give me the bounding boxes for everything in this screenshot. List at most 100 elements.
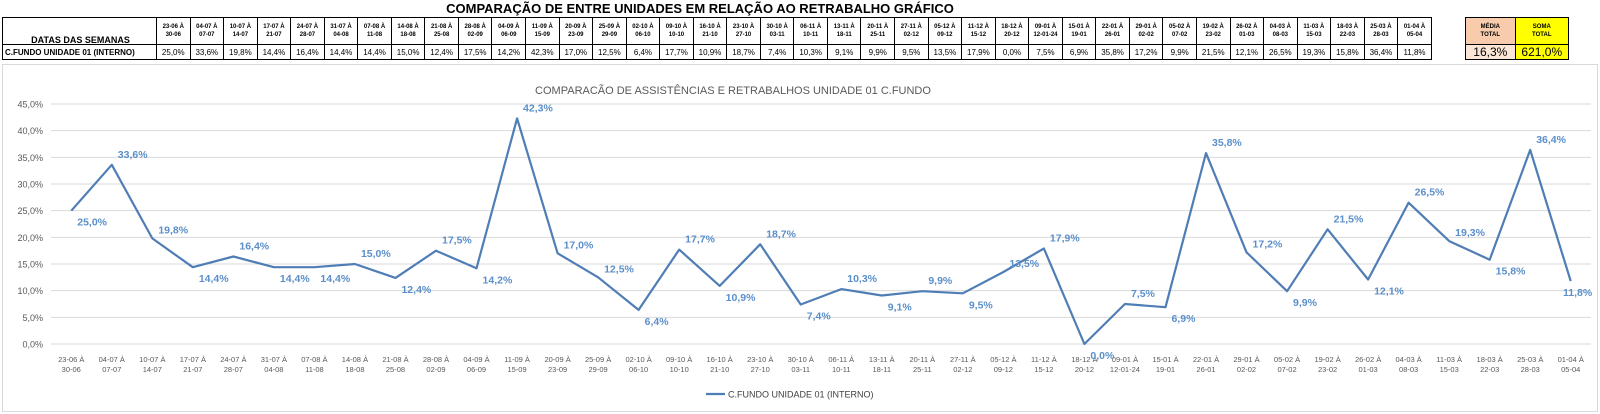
week-end: 23-02 (1205, 32, 1221, 38)
y-tick-label: 10,0% (17, 286, 43, 296)
week-header-cell: 04-09 À 06-09 (491, 17, 527, 45)
week-end: 29-09 (601, 32, 618, 38)
x-tick-label-end: 28-07 (224, 365, 243, 374)
week-start: 22-01 À (1101, 24, 1124, 30)
week-start: 11-03 À (1303, 24, 1325, 30)
week-value-cell: 7,5% (1028, 44, 1063, 60)
week-value-cell: 15,8% (1330, 44, 1365, 60)
week-header-cell: 09-01 À 12-01-24 (1028, 17, 1063, 45)
week-header-cell: 25-03 À 28-03 (1363, 17, 1399, 45)
week-value-cell: 26,5% (1263, 44, 1298, 60)
x-tick-label: 04-07 À (99, 355, 125, 364)
x-tick-label-end: 25-08 (386, 365, 405, 374)
x-tick-label: 31-07 À (261, 355, 287, 364)
week-header-cell: 11-12 À 15-12 (961, 17, 996, 45)
x-tick-label: 11-03 À (1436, 355, 1462, 364)
soma-total-value: 621,0% (1514, 44, 1569, 60)
week-header-cell: 18-03 À 22-03 (1330, 17, 1365, 45)
week-header-cell: 01-04 À 05-04 (1397, 17, 1432, 45)
week-start: 19-02 À (1202, 24, 1224, 30)
week-value-cell: 9,1% (826, 44, 862, 60)
media-label-1: MÉDIA (1480, 24, 1500, 30)
data-label: 14,2% (483, 274, 513, 286)
week-header-cell: 04-07 À 07-07 (189, 17, 225, 45)
x-tick-label-end: 25-11 (913, 365, 932, 374)
x-tick-label-end: 23-02 (1318, 365, 1337, 374)
week-end: 28-03 (1373, 32, 1389, 38)
week-end: 02-09 (467, 32, 483, 38)
week-value-cell: 0,0% (994, 44, 1030, 60)
y-tick-label: 40,0% (17, 126, 43, 136)
x-tick-label-end: 02-09 (426, 365, 445, 374)
week-header-cell: 20-09 À 23-09 (558, 17, 594, 45)
week-header-cell: 31-07 À 04-08 (323, 17, 359, 45)
soma-label-1: SOMA (1532, 24, 1551, 30)
week-value-cell: 17,9% (961, 44, 996, 60)
week-header-cell: 29-01 À 02-02 (1128, 17, 1164, 45)
x-tick-label: 02-10 À (625, 355, 651, 364)
week-header-cell: 13-11 À 18-11 (826, 17, 862, 45)
week-value-cell: 12,1% (1229, 44, 1265, 60)
x-tick-label-end: 22-03 (1480, 365, 1499, 374)
weeks-header-label: DATAS DAS SEMANAS (2, 17, 157, 45)
week-start: 25-09 À (598, 24, 621, 30)
data-label: 10,3% (847, 273, 877, 285)
week-header-cell: 28-08 À 02-09 (457, 17, 493, 45)
y-tick-label: 5,0% (22, 313, 43, 323)
week-value-cell: 17,7% (659, 44, 694, 60)
x-tick-label: 21-08 À (382, 355, 408, 364)
x-tick-label: 26-02 À (1355, 355, 1381, 364)
week-value-cell: 42,3% (525, 44, 560, 60)
week-end: 07-02 (1172, 32, 1188, 38)
x-tick-label-end: 27-10 (751, 365, 770, 374)
week-start: 27-11 À (900, 24, 922, 30)
x-tick-label-end: 01-03 (1359, 365, 1378, 374)
data-label: 14,4% (199, 273, 229, 285)
week-start: 24-07 À (296, 24, 319, 30)
x-tick-label-end: 23-09 (548, 365, 567, 374)
week-header-cell: 02-10 À 06-10 (625, 17, 661, 45)
data-label: 17,7% (685, 234, 715, 246)
x-tick-label-end: 21-10 (710, 365, 729, 374)
data-label: 14,4% (280, 273, 310, 285)
week-header-cell: 17-07 À 21-07 (256, 17, 292, 45)
week-end: 06-10 (635, 32, 651, 38)
data-label: 17,5% (442, 235, 472, 247)
x-tick-label: 23-10 À (747, 355, 773, 364)
data-label: 36,4% (1536, 134, 1566, 146)
y-tick-label: 15,0% (17, 260, 43, 270)
week-value-cell: 10,3% (793, 44, 828, 60)
week-value-cell: 6,4% (625, 44, 661, 60)
weeks-header-row: DATAS DAS SEMANAS 23-06 À 30-06 04-07 À 07-0… (2, 17, 1569, 45)
x-tick-label: 11-12 À (1031, 355, 1057, 364)
week-start: 06-11 À (800, 24, 822, 30)
week-start: 01-04 À (1403, 24, 1426, 30)
week-end: 30-06 (165, 32, 181, 38)
week-end: 15-03 (1306, 32, 1322, 38)
data-label: 9,9% (928, 275, 953, 287)
x-tick-label-end: 15-12 (1034, 365, 1053, 374)
x-tick-label-end: 04-08 (264, 365, 283, 374)
data-label: 16,4% (239, 241, 269, 253)
data-label: 12,1% (1374, 285, 1404, 297)
week-value-cell: 35,8% (1095, 44, 1130, 60)
week-end: 15-12 (970, 32, 987, 38)
week-end: 19-01 (1071, 32, 1087, 38)
x-tick-label-end: 11-08 (305, 365, 324, 374)
week-value-cell: 9,5% (894, 44, 929, 60)
week-end: 27-10 (735, 32, 752, 38)
x-tick-label: 28-08 À (423, 355, 449, 364)
week-header-cell: 05-02 À 07-02 (1162, 17, 1197, 45)
x-tick-label-end: 07-07 (102, 365, 121, 374)
week-header-cell: 25-09 À 29-09 (592, 17, 627, 45)
media-total-header: MÉDIA TOTAL (1464, 17, 1516, 45)
week-value-cell: 13,5% (927, 44, 963, 60)
week-start: 14-08 À (397, 24, 419, 30)
weeks-values-row: C.FUNDO UNIDADE 01 (INTERNO) 25,0% 33,6% 19… (2, 44, 1569, 60)
x-tick-label-end: 03-11 (791, 365, 810, 374)
week-header-cell: 10-07 À 14-07 (223, 17, 258, 45)
week-end: 05-04 (1406, 32, 1423, 38)
x-tick-label: 30-10 À (788, 355, 814, 364)
x-tick-label: 09-01 À (1112, 355, 1138, 364)
week-header-cell: 20-11 À 25-11 (860, 17, 896, 45)
